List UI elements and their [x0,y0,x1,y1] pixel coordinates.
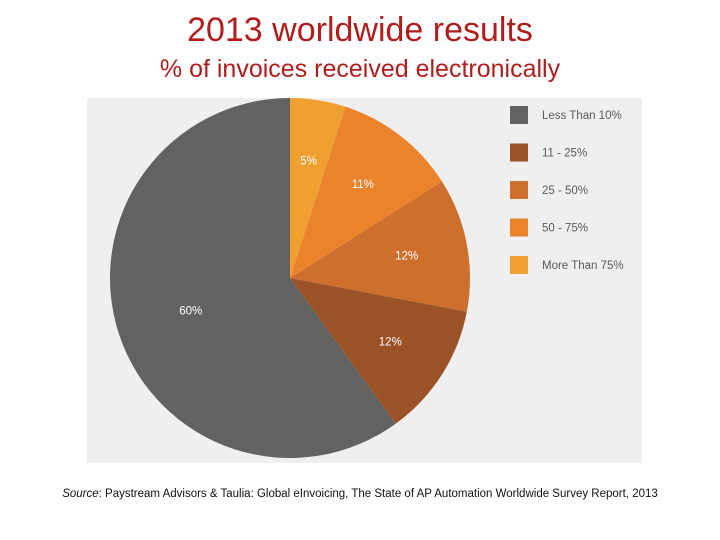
pie-slice [109,98,396,458]
source-label: Source [62,488,99,500]
chart-subtitle: % of invoices received electronically [159,55,561,83]
legend-label: Less Than 10% [542,110,622,122]
pie-chart: 5% 11% 12% 12% 60% Less Than 10% 11 - 25% 25 -… [109,98,624,458]
slice-data-label: 12% [379,337,402,349]
pie-chart-panel: 5% 11% 12% 12% 60% Less Than 10% 11 - 25% 25 -… [87,98,642,463]
slice-data-label: 60% [179,305,202,317]
slice-data-label: 12% [395,251,418,263]
legend-label: 25 - 50% [542,185,588,197]
legend-label: 11 - 25% [542,148,587,160]
pie-slice [290,98,346,278]
pie-slice [290,181,470,312]
slice-data-label: 11% [352,179,374,191]
legend-swatch [510,256,528,274]
legend-label: More Than 75% [542,260,624,272]
legend-swatch [510,143,528,162]
legend-swatch [510,106,528,124]
pie-slice [290,278,467,424]
slice-data-label: 5% [300,156,317,168]
legend-label: 50 - 75% [542,223,588,235]
legend-swatch [510,218,528,237]
chart-title: 2013 worldwide results [187,11,533,49]
legend: Less Than 10% 11 - 25% 25 - 50% 50 - 75% Mor… [510,106,624,274]
pie-data-labels: 5% 11% 12% 12% 60% [179,156,418,349]
legend-swatch [510,181,528,199]
source-text: : Paystream Advisors & Taulia: Global eI… [98,488,658,500]
pie-slice [290,106,442,278]
source-citation: Source: Paystream Advisors & Taulia: Glo… [0,488,720,500]
pie-slices [109,98,470,458]
